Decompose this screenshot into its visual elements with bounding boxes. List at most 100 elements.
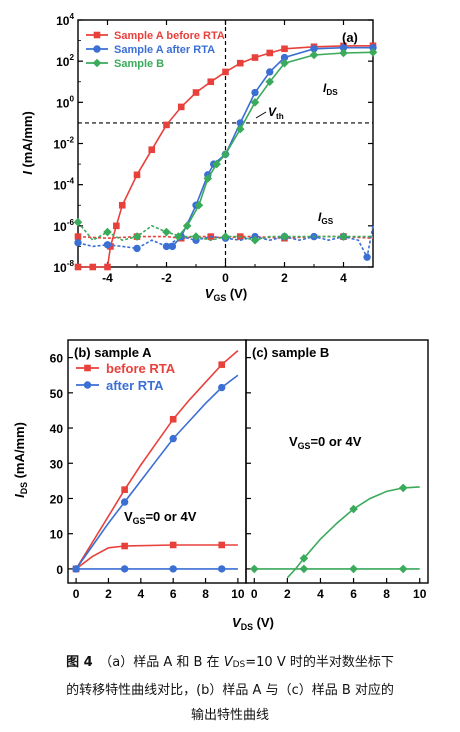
series-point-1 [349, 564, 358, 574]
x-tick-label: 4 [137, 587, 144, 601]
series-ids-point-0 [133, 171, 141, 179]
y-axis-label-b: IDS (mA/mm) [12, 422, 29, 498]
series-ids-point-2 [339, 48, 348, 58]
legend-marker-2 [92, 58, 102, 68]
series-ids-point-1 [369, 44, 377, 52]
caption-line-1: 图 4 （a）样品 A 和 B 在 VDS=10 V 时的半对数坐标下 [0, 650, 460, 678]
series-ids-point-0 [222, 68, 229, 76]
series-point-0 [169, 415, 177, 423]
series-point-0 [299, 554, 309, 563]
series-ids-point-2 [194, 200, 204, 210]
y-tick-label: 104 [56, 12, 74, 28]
caption-text-1a: （a）样品 A 和 B 在 [105, 655, 224, 670]
series-point-3 [169, 565, 177, 573]
series-point-2 [218, 383, 226, 392]
caption-text-1b: =10 V 时的半对数坐标下 [245, 655, 394, 670]
series-igs-point-1 [363, 253, 371, 261]
series-point-1 [249, 564, 259, 574]
series-ids-point-2 [212, 159, 221, 169]
caption-line-3: 输出特性曲线 [190, 708, 269, 723]
series-point-0 [218, 361, 226, 368]
series-ids-point-0 [236, 59, 244, 67]
series-igs-point-2 [73, 217, 83, 227]
x-axis-label-bc: VDS (V) [232, 615, 274, 632]
series-point-0 [398, 483, 408, 493]
figure-caption: 图 4 （a）样品 A 和 B 在 VDS=10 V 时的半对数坐标下 的转移特… [0, 650, 460, 728]
series-igs-line-1 [77, 225, 374, 260]
x-axis-label: VGS (V) [205, 286, 247, 303]
series-point-0 [121, 486, 128, 493]
y-tick-label: 10-4 [53, 177, 74, 193]
series-ids-point-2 [265, 77, 275, 87]
series-point-2 [120, 498, 129, 506]
series-ids-point-2 [280, 58, 289, 68]
panel-a: -4 -2 0 2 4 10-8 10-6 10-4 10-2 100 102 104 IDS Vth IG… [20, 12, 378, 303]
series-ids-point-2 [182, 221, 192, 231]
series-igs-point-0 [74, 233, 82, 240]
series-ids-point-1 [339, 44, 348, 52]
series-ids-point-2 [221, 149, 230, 159]
annotation-vgs-c: VGS=0 or 4V [289, 434, 362, 451]
series-igs-point-2 [162, 227, 171, 237]
series-point-3 [218, 565, 226, 573]
series-curve-2 [75, 374, 239, 570]
series-igs-point-1 [133, 244, 141, 253]
series-ids-point-2 [235, 124, 245, 134]
legend-label-2: Sample B [114, 58, 164, 70]
series-point-3 [120, 565, 129, 573]
series-curve-0 [286, 486, 420, 579]
y-tick-label: 10-2 [53, 136, 74, 152]
series-igs-point-2 [132, 232, 142, 241]
x-tick-label: 0 [222, 271, 229, 285]
series-ids-point-0 [113, 222, 120, 230]
x-tick-label: 0 [73, 587, 80, 601]
series-curve-0 [75, 349, 239, 570]
series-ids-point-0 [163, 121, 170, 129]
caption-line-2: 的转移特性曲线对比，(b）样品 A 与（c）样品 B 对应的 [66, 683, 394, 698]
y-tick-label: 10-8 [53, 259, 74, 275]
x-tick-label: 10 [231, 587, 245, 601]
series-igs-point-2 [339, 232, 348, 241]
x-tick-label: 2 [284, 587, 291, 601]
series-igs-line-2 [77, 221, 373, 242]
series-point-2 [169, 434, 177, 443]
y-tick-label: 102 [56, 53, 74, 69]
series-ids-point-2 [203, 174, 213, 183]
annotation-ids: IDS [323, 81, 338, 97]
legend-marker-b-0 [84, 364, 91, 372]
panel-label-a: (a) [342, 30, 358, 45]
y-tick-label: 50 [50, 387, 64, 401]
legend-marker-b-1 [83, 381, 92, 389]
panel-c: 0 2 4 6 8 10 (c) sample B VGS=0 or 4V [245, 339, 429, 601]
series-ids-point-0 [207, 78, 215, 86]
series-ids-point-0 [192, 89, 200, 96]
annotation-vgs-b: VGS=0 or 4V [124, 509, 197, 526]
y-tick-label: 40 [50, 422, 64, 436]
y-axis-label: I (mA/mm) [20, 111, 35, 175]
legend-label-b-0: before RTA [106, 361, 176, 376]
series-ids-point-1 [251, 88, 259, 97]
y-tick-label: 0 [56, 563, 63, 577]
caption-var: V [223, 655, 233, 670]
x-tick-label: 10 [413, 587, 427, 601]
series-ids-point-0 [118, 201, 126, 209]
series-point-1 [169, 541, 177, 549]
series-ids-point-0 [89, 263, 97, 271]
series-ids-point-2 [368, 47, 378, 57]
x-tick-label: 6 [350, 587, 357, 601]
x-tick-label: 4 [340, 271, 347, 285]
series-point-1 [398, 564, 408, 574]
series-ids-point-0 [74, 263, 82, 271]
caption-fig-label: 图 4 [66, 655, 93, 670]
series-ids-point-0 [177, 103, 185, 111]
x-tick-label: -4 [102, 271, 113, 285]
series-point-0 [349, 504, 358, 514]
series-curve-1 [75, 544, 238, 570]
series-ids-point-0 [281, 45, 288, 53]
y-tick-label: 30 [50, 457, 64, 471]
annotation-igs: IGS [318, 210, 334, 226]
series-point-3 [72, 565, 80, 573]
x-tick-label: 2 [281, 271, 288, 285]
series-ids-point-1 [310, 45, 318, 53]
